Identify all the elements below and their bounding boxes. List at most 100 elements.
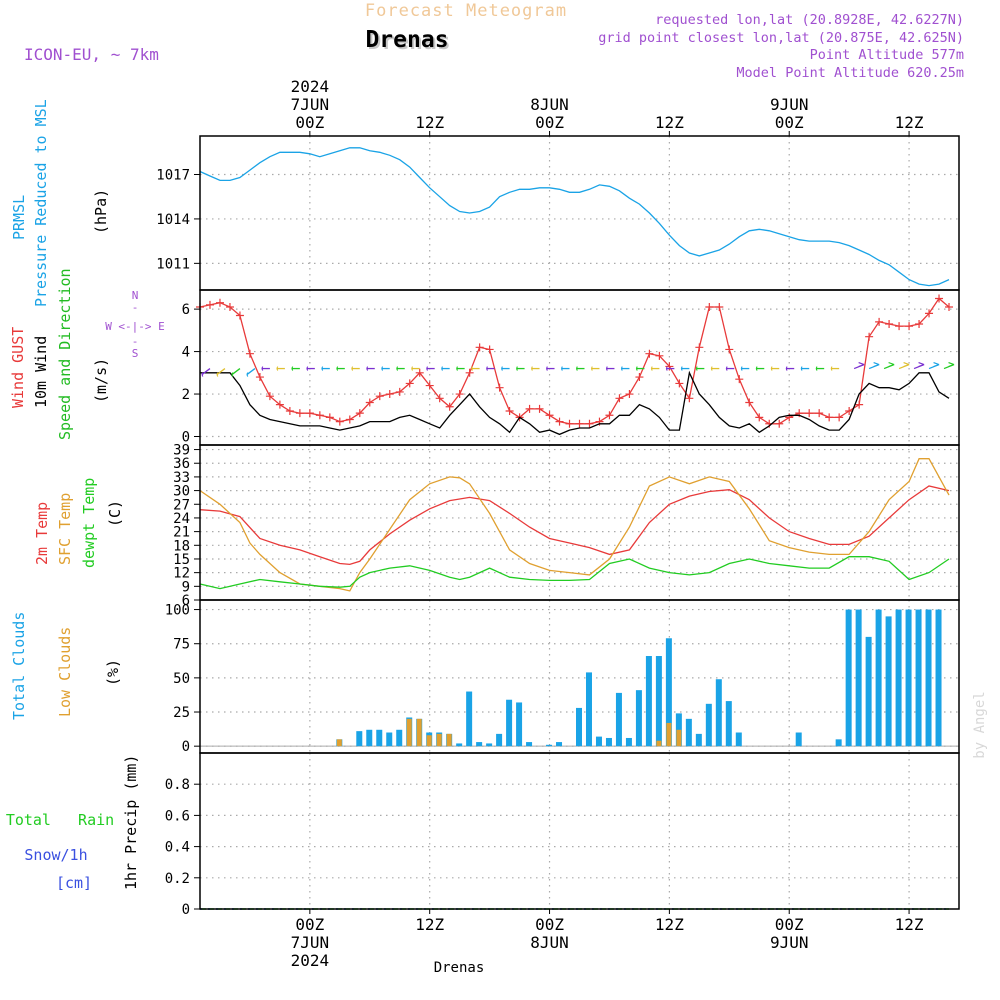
wind-direction-arrowhead — [918, 362, 925, 368]
temperature-labels: 2m Temp SFC Temp dewpt Temp (C) — [33, 478, 124, 568]
cloud-bar — [885, 616, 892, 747]
cloud-bar — [476, 742, 483, 747]
wind-direction-arrowhead — [351, 366, 354, 371]
wind-direction-arrowhead — [411, 366, 414, 371]
wind-direction-arrowhead — [546, 366, 548, 371]
cloud-bar — [625, 737, 632, 747]
gust-marker — [255, 373, 264, 382]
gust-marker — [685, 394, 694, 403]
cloud-bar — [935, 609, 942, 747]
cloud-bar — [925, 609, 932, 747]
wind-direction-arrowhead — [695, 366, 698, 371]
gust-marker — [325, 413, 334, 422]
gust-marker — [355, 409, 364, 418]
gust-marker — [575, 419, 584, 428]
cloud-bar — [795, 732, 802, 747]
cloud-bar — [855, 609, 862, 747]
cloud-bar — [406, 718, 412, 747]
cloud-bar — [506, 699, 513, 747]
x-tick-label-top: 00Z — [295, 113, 324, 132]
wind-direction-arrowhead — [785, 366, 788, 371]
x-tick-label-bottom: 00Z — [295, 915, 324, 934]
gust-marker — [605, 411, 614, 420]
x-year-label-bottom: 2024 — [291, 951, 330, 970]
cloud-bar — [386, 732, 393, 747]
pressure-labels: PRMSL Pressure Reduced to MSL (hPa) — [10, 99, 110, 307]
gust-marker — [815, 409, 824, 418]
wind-direction-arrowhead — [755, 366, 758, 371]
wind-direction-arrowhead — [501, 366, 503, 371]
cloud-bar — [705, 703, 712, 747]
footer-location: Drenas — [434, 960, 485, 976]
wind-direction-arrowhead — [635, 366, 638, 371]
wind-direction-arrowhead — [665, 366, 668, 371]
gust-marker — [715, 302, 724, 311]
gust-marker — [375, 392, 384, 401]
wind-direction-arrowhead — [948, 362, 955, 368]
cloud-bar — [875, 609, 882, 747]
gust-marker — [625, 390, 634, 399]
precip-unit: 1hr Precip (mm) — [122, 755, 140, 890]
location-title-front: Drenas — [365, 27, 448, 53]
cloud-bar — [735, 732, 742, 747]
wind-direction-arrowhead — [216, 372, 219, 377]
gust-marker — [945, 302, 954, 311]
gust-marker — [475, 343, 484, 352]
gust-marker — [365, 398, 374, 407]
x-date-label-bottom: 7JUN — [291, 933, 330, 952]
cloud-bar — [516, 702, 523, 747]
wind-direction-arrowhead — [590, 366, 593, 371]
cloud-bar — [656, 740, 662, 747]
wind-direction-arrowhead — [456, 366, 458, 371]
gust-marker — [345, 415, 354, 424]
cloud-bar — [526, 742, 533, 747]
wind-direction-arrowhead — [575, 366, 578, 371]
gust-marker — [725, 345, 734, 354]
wind-direction-arrowhead — [426, 366, 429, 371]
wind-direction-arrow — [216, 368, 226, 376]
y-tick-label: 6 — [182, 593, 190, 609]
y-tick-label: 24 — [173, 511, 190, 527]
compass-arrow-up: - — [132, 301, 139, 314]
series-line-10m-wind — [200, 370, 950, 436]
y-tick-label: 39 — [173, 443, 190, 459]
gust-marker — [415, 368, 424, 377]
wind-direction-arrowhead — [276, 366, 279, 371]
x-tick-label-bottom: 12Z — [655, 915, 684, 934]
prmsl-long-label: Pressure Reduced to MSL — [32, 99, 50, 307]
snow-label: Snow/1h — [24, 846, 87, 864]
y-tick-label: 1011 — [156, 256, 190, 272]
x-tick-label-top: 12Z — [655, 113, 684, 132]
wind-direction-arrowhead — [516, 366, 518, 371]
gust-marker — [465, 368, 474, 377]
wind-direction-arrowhead — [800, 366, 803, 371]
wind-direction-arrowhead — [231, 372, 234, 377]
gust-marker — [335, 417, 344, 426]
gust-marker — [245, 349, 254, 358]
cloud-bar — [426, 735, 432, 747]
cloud-bar — [635, 690, 642, 747]
gust-marker — [585, 419, 594, 428]
gust-marker — [435, 394, 444, 403]
wind-direction-arrowhead — [770, 366, 773, 371]
cloud-bar — [486, 743, 493, 747]
cloud-bar — [905, 609, 912, 747]
data-layer — [196, 147, 955, 910]
wind-direction-arrowhead — [650, 366, 653, 371]
wind-direction-arrowhead — [201, 372, 204, 377]
compass-s: S — [132, 347, 139, 360]
gust-marker — [675, 379, 684, 388]
gust-marker — [405, 379, 414, 388]
gust-marker — [635, 373, 644, 382]
snow-unit-label: [cm] — [56, 874, 92, 892]
temp2m-label: 2m Temp — [33, 502, 51, 565]
y-tick-label: 0.6 — [165, 808, 190, 824]
gust-marker — [425, 381, 434, 390]
wind-direction-arrowhead — [830, 366, 833, 371]
cloud-bar — [715, 679, 722, 747]
cloud-bar — [685, 718, 692, 747]
y-tick-label: 1014 — [156, 212, 190, 228]
x-tick-label-bottom: 12Z — [415, 915, 444, 934]
wind-direction-arrowhead — [815, 366, 818, 371]
